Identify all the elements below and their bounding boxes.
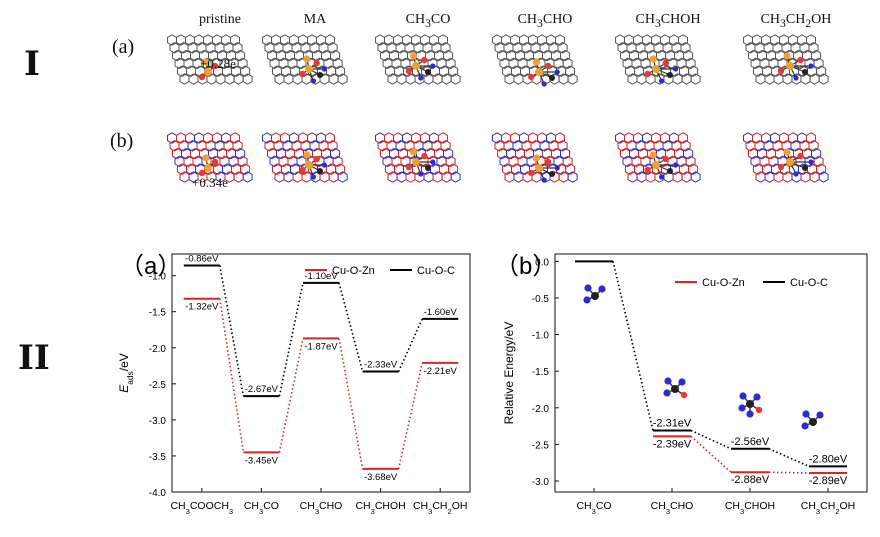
structure-b-2 <box>375 132 461 183</box>
x-tick-label: CH3CH2OH <box>801 500 856 516</box>
structure-title-2: CH3CO <box>405 12 451 30</box>
x-tick-label: CH3CHOH <box>355 500 405 516</box>
connector-1-3 <box>768 448 810 468</box>
data-label-1-2: -2.56eV <box>731 436 770 448</box>
x-tick-label: CH3CH2OH <box>413 500 468 516</box>
structure-a-1 <box>262 34 348 85</box>
structure-a-2 <box>375 34 461 85</box>
structure-b-1 <box>262 132 348 183</box>
structure-title-3: CH3CHO <box>517 12 573 30</box>
intermediate-molecule-1 <box>663 377 688 399</box>
data-label-1-1: -2.67eV <box>245 384 279 395</box>
y-tick-label: 0.0 <box>535 257 549 268</box>
intermediate-molecule-0 <box>583 284 606 304</box>
connector-1-2 <box>690 429 732 450</box>
intermediate-molecule-3 <box>801 410 824 430</box>
connector-0-3 <box>338 338 364 470</box>
x-tick-label: CH3CHOH <box>725 500 775 516</box>
chart-relative-energy: 0.0 -0.5 -1.0 -1.5 -2.0 -2.5 -3.0 CH3CO CH3CHO CH… <box>495 253 868 516</box>
connector-0-3 <box>768 471 810 474</box>
x-tick-label: CH3CHO <box>300 500 343 516</box>
charge-label-b: +0.34e <box>192 175 228 190</box>
section-label-II: II <box>18 338 50 378</box>
data-label-0-3: -2.89eV <box>809 475 848 487</box>
data-label-0-1: -3.45eV <box>245 455 279 466</box>
data-label-1-3: -2.33eV <box>364 360 398 371</box>
data-label-1-0: -0.86eV <box>185 254 219 265</box>
connector-0-1 <box>219 298 245 453</box>
connector-0-2 <box>690 435 732 473</box>
structure-a-0 <box>167 34 253 85</box>
y-tick-label: -3.5 <box>149 452 167 463</box>
structure-b-5 <box>743 132 829 183</box>
structure-title-0: pristine <box>199 12 241 27</box>
data-label-1-4: -1.60eV <box>424 307 458 318</box>
structure-a-5 <box>743 34 829 85</box>
section-label-I: I <box>24 44 40 84</box>
data-label-1-2: -1.10eV <box>304 271 338 282</box>
y-tick-label: -4.0 <box>149 488 167 499</box>
structure-a-4 <box>615 34 701 85</box>
structure-b-0 <box>167 132 253 183</box>
connector-1-2 <box>278 282 304 397</box>
connector-0-2 <box>278 338 304 453</box>
y-tick-label: -3.0 <box>532 477 550 488</box>
y-axis-label: Relative Energy/eV <box>502 322 516 425</box>
x-tick-label: CH3CHO <box>651 500 694 516</box>
connector-0-4 <box>397 362 423 470</box>
plot-frame <box>554 253 868 493</box>
data-label-1-3: -2.80eV <box>809 453 848 465</box>
y-tick-label: -2.5 <box>532 440 550 451</box>
y-tick-label: -2.5 <box>149 380 167 391</box>
connector-1-3 <box>338 282 364 372</box>
connector-1-1 <box>219 265 245 397</box>
row-label-a: (a) <box>112 36 135 58</box>
panel-label: （b） <box>495 253 556 280</box>
data-label-0-3: -3.68eV <box>364 472 398 483</box>
legend-label-0: Cu-O-Zn <box>702 277 745 289</box>
x-tick-label: CH3CO <box>576 500 611 516</box>
legend-label-1: Cu-O-C <box>417 265 455 277</box>
y-tick-label: -1.0 <box>532 331 550 342</box>
structure-b-4 <box>615 132 701 183</box>
y-tick-label: -0.5 <box>532 294 550 305</box>
y-tick-label: -3.0 <box>149 416 167 427</box>
panel-label: （a） <box>120 253 181 280</box>
y-tick-label: -1.0 <box>149 272 167 283</box>
data-label-0-2: -2.88eV <box>731 474 770 486</box>
structure-title-5: CH3CH2OH <box>760 12 832 30</box>
structure-title-1: MA <box>303 12 327 27</box>
data-label-0-0: -1.32eV <box>185 302 219 313</box>
data-label-0-1: -2.39eV <box>653 438 692 450</box>
structure-title-4: CH3CHOH <box>635 12 701 30</box>
intermediate-molecule-2 <box>738 392 763 418</box>
charge-label-a: +0.28e <box>200 56 236 71</box>
y-axis-label: Eads/eV <box>117 353 135 393</box>
structure-b-3 <box>492 132 578 183</box>
data-label-0-4: -2.21eV <box>424 366 458 377</box>
y-tick-label: -2.0 <box>149 344 167 355</box>
structure-a-3 <box>492 34 578 87</box>
legend-label-1: Cu-O-C <box>790 277 828 289</box>
row-label-b: (b) <box>110 130 134 152</box>
x-tick-label: CH3CO <box>244 500 279 516</box>
y-tick-label: -1.5 <box>532 367 550 378</box>
connector-1-1 <box>612 261 654 431</box>
y-tick-label: -1.5 <box>149 308 167 319</box>
data-label-0-2: -1.87eV <box>304 341 338 352</box>
y-tick-label: -2.0 <box>532 404 550 415</box>
x-tick-label: CH3COOCH3 <box>170 500 233 516</box>
data-label-1-1: -2.31eV <box>653 417 692 429</box>
legend-label-0: Cu-O-Zn <box>332 265 375 277</box>
connector-1-4 <box>397 318 423 372</box>
